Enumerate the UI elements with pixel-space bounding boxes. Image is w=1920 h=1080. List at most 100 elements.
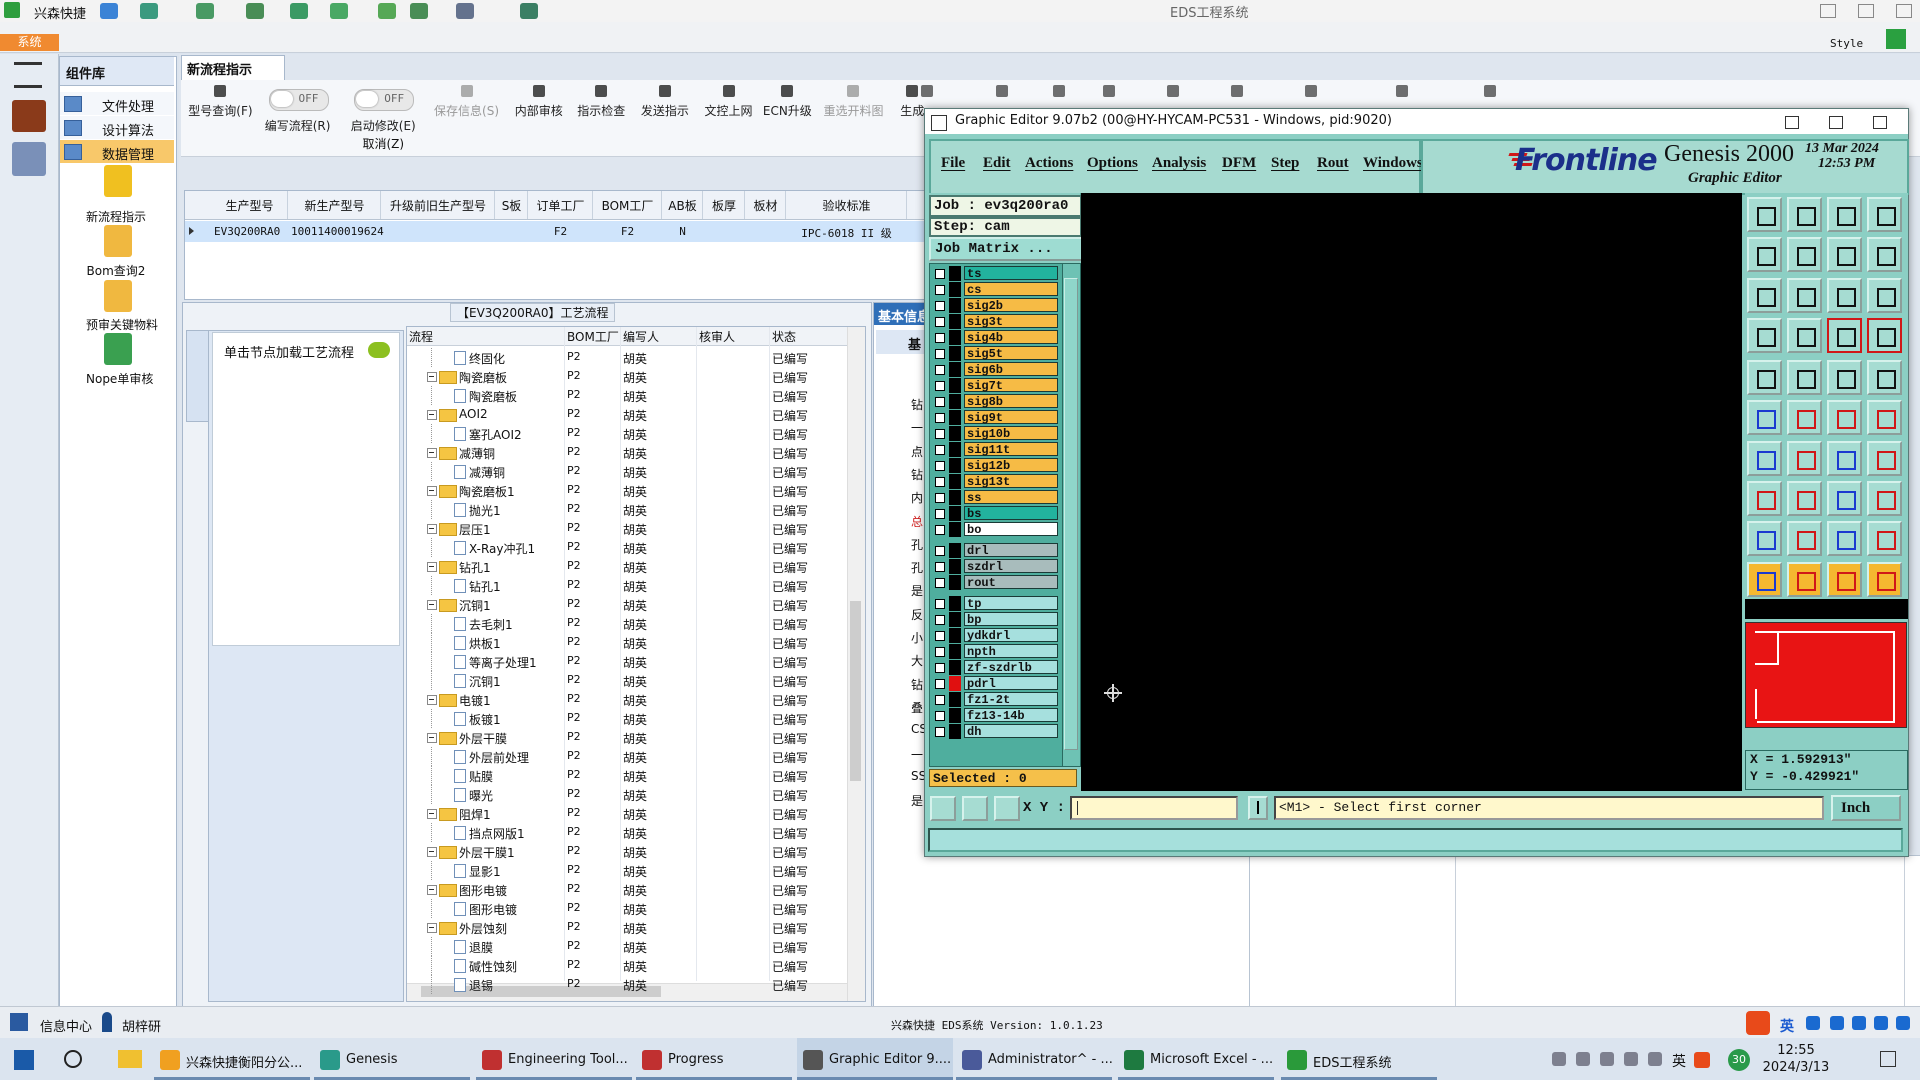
taskbar-icon[interactable] — [642, 1050, 662, 1070]
taskbar-item[interactable]: Progress — [668, 1052, 724, 1067]
status-left[interactable]: 信息中心 — [40, 1020, 93, 1035]
tool-button[interactable] — [1787, 237, 1822, 272]
tree-row[interactable]: 去毛刺1 P2 胡英 已编写 — [407, 614, 847, 633]
doc-tab-bg[interactable] — [181, 55, 285, 81]
layer-checkbox[interactable] — [935, 381, 945, 391]
toolbar-label[interactable]: 重选开料图 — [823, 104, 884, 118]
window-control[interactable] — [1785, 116, 1799, 129]
tool-button[interactable] — [1867, 197, 1902, 232]
layer-checkbox[interactable] — [935, 477, 945, 487]
toolbar-icon[interactable] — [1053, 85, 1066, 97]
quick-icon[interactable] — [196, 3, 214, 19]
toolbar-icon[interactable] — [1396, 85, 1409, 97]
layer-checkbox[interactable] — [935, 509, 945, 519]
layer-checkbox[interactable] — [935, 301, 945, 311]
toolbar-icon[interactable] — [1103, 85, 1116, 97]
toolbar-icon[interactable] — [1305, 85, 1318, 97]
layer-checkbox[interactable] — [935, 695, 945, 705]
tool-button[interactable] — [1787, 562, 1822, 597]
tool-button[interactable] — [1827, 562, 1862, 597]
layer-name[interactable]: sig6b — [964, 362, 1058, 377]
genesis-menu[interactable]: Edit — [983, 155, 1011, 171]
layer-name[interactable]: fz1-2t — [964, 692, 1058, 707]
layer-checkbox[interactable] — [935, 525, 945, 535]
tray-icon[interactable] — [1648, 1052, 1662, 1066]
layer-name[interactable]: drl — [964, 543, 1058, 558]
module-icon[interactable] — [12, 142, 46, 176]
tree-row[interactable]: 外层干膜1 P2 胡英 已编写 — [407, 842, 847, 861]
tree-row[interactable]: 塞孔AOI2 P2 胡英 已编写 — [407, 424, 847, 443]
tool-icon[interactable] — [104, 333, 132, 365]
layer-name[interactable]: bs — [964, 506, 1058, 521]
tool-button[interactable] — [1787, 400, 1822, 435]
layer-checkbox[interactable] — [935, 269, 945, 279]
layer-name[interactable]: sig9t — [964, 410, 1058, 425]
tree-row[interactable]: 退锡 P2 胡英 已编写 — [407, 975, 847, 994]
layer-checkbox[interactable] — [935, 365, 945, 375]
window-control[interactable] — [1896, 4, 1912, 18]
layer-checkbox[interactable] — [935, 647, 945, 657]
tool-button[interactable] — [1867, 521, 1902, 556]
layer-checkbox[interactable] — [935, 317, 945, 327]
layer-name[interactable]: sig7t — [964, 378, 1058, 393]
taskbar-icon[interactable] — [803, 1050, 823, 1070]
quick-icon[interactable] — [520, 3, 538, 19]
tree-row[interactable]: 退膜 P2 胡英 已编写 — [407, 937, 847, 956]
quick-icon[interactable] — [100, 3, 118, 19]
layer-checkbox[interactable] — [935, 562, 945, 572]
layer-checkbox[interactable] — [935, 631, 945, 641]
layer-checkbox[interactable] — [935, 599, 945, 609]
layer-checkbox[interactable] — [935, 349, 945, 359]
tree-row[interactable]: X-Ray冲孔1 P2 胡英 已编写 — [407, 538, 847, 557]
tree-row[interactable]: 等离子处理1 P2 胡英 已编写 — [407, 652, 847, 671]
tool-button[interactable] — [1747, 318, 1782, 353]
window-control[interactable] — [1858, 4, 1874, 18]
tool-button[interactable] — [1747, 481, 1782, 516]
style-menu[interactable]: Style — [1830, 37, 1864, 50]
tree-row[interactable]: 陶瓷磨板 P2 胡英 已编写 — [407, 386, 847, 405]
xy-input[interactable] — [1070, 796, 1238, 820]
tree-row[interactable]: 钻孔1 P2 胡英 已编写 — [407, 557, 847, 576]
explorer-button[interactable] — [118, 1050, 142, 1068]
layer-checkbox[interactable] — [935, 578, 945, 588]
taskbar-item[interactable]: Engineering Tool... — [508, 1052, 628, 1067]
basic-tab[interactable]: 基 — [908, 338, 922, 353]
tree-row[interactable]: 陶瓷磨板 P2 胡英 已编写 — [407, 367, 847, 386]
toolbar-label[interactable]: 发送指示 — [640, 104, 689, 118]
taskbar-icon[interactable] — [160, 1050, 180, 1070]
layer-name[interactable]: pdrl — [964, 676, 1058, 691]
layer-name[interactable]: ydkdrl — [964, 628, 1058, 643]
tool-button[interactable] — [1787, 197, 1822, 232]
tray-icon[interactable] — [1624, 1052, 1638, 1066]
layer-name[interactable]: tp — [964, 596, 1058, 611]
toolbar-icon[interactable] — [995, 85, 1008, 97]
genesis-menu[interactable]: DFM — [1222, 155, 1257, 171]
layer-checkbox[interactable] — [935, 615, 945, 625]
taskbar-item[interactable]: 兴森快捷衡阳分公... — [186, 1056, 303, 1071]
layer-name[interactable]: sig5t — [964, 346, 1058, 361]
layer-name[interactable]: sig2b — [964, 298, 1058, 313]
tree-row[interactable]: 外层蚀刻 P2 胡英 已编写 — [407, 918, 847, 937]
tree-vthumb[interactable] — [850, 601, 861, 781]
sidebar-item-bg[interactable] — [60, 92, 174, 115]
search-button[interactable] — [64, 1050, 82, 1068]
layer-scroll-thumb[interactable] — [1064, 278, 1078, 750]
tree-row[interactable]: 减薄铜 P2 胡英 已编写 — [407, 443, 847, 462]
tool-button[interactable] — [1747, 521, 1782, 556]
tray-icon[interactable] — [1552, 1052, 1566, 1066]
tool-button[interactable] — [1827, 521, 1862, 556]
tool-button[interactable] — [1827, 278, 1862, 313]
module-icon[interactable] — [12, 100, 46, 132]
genesis-menu[interactable]: Rout — [1317, 155, 1349, 171]
layer-checkbox[interactable] — [935, 546, 945, 556]
layer-name[interactable]: rout — [964, 575, 1058, 590]
tool-button[interactable] — [1867, 318, 1902, 353]
tree-row[interactable]: 阻焊1 P2 胡英 已编写 — [407, 804, 847, 823]
sidebar-item-bg[interactable] — [60, 116, 174, 139]
taskbar-icon[interactable] — [482, 1050, 502, 1070]
menu-button[interactable] — [14, 62, 42, 88]
layer-name[interactable]: sig8b — [964, 394, 1058, 409]
genesis-menu[interactable]: Step — [1271, 155, 1300, 171]
start-button[interactable] — [14, 1050, 34, 1070]
toolbar-icon[interactable] — [1484, 85, 1497, 97]
